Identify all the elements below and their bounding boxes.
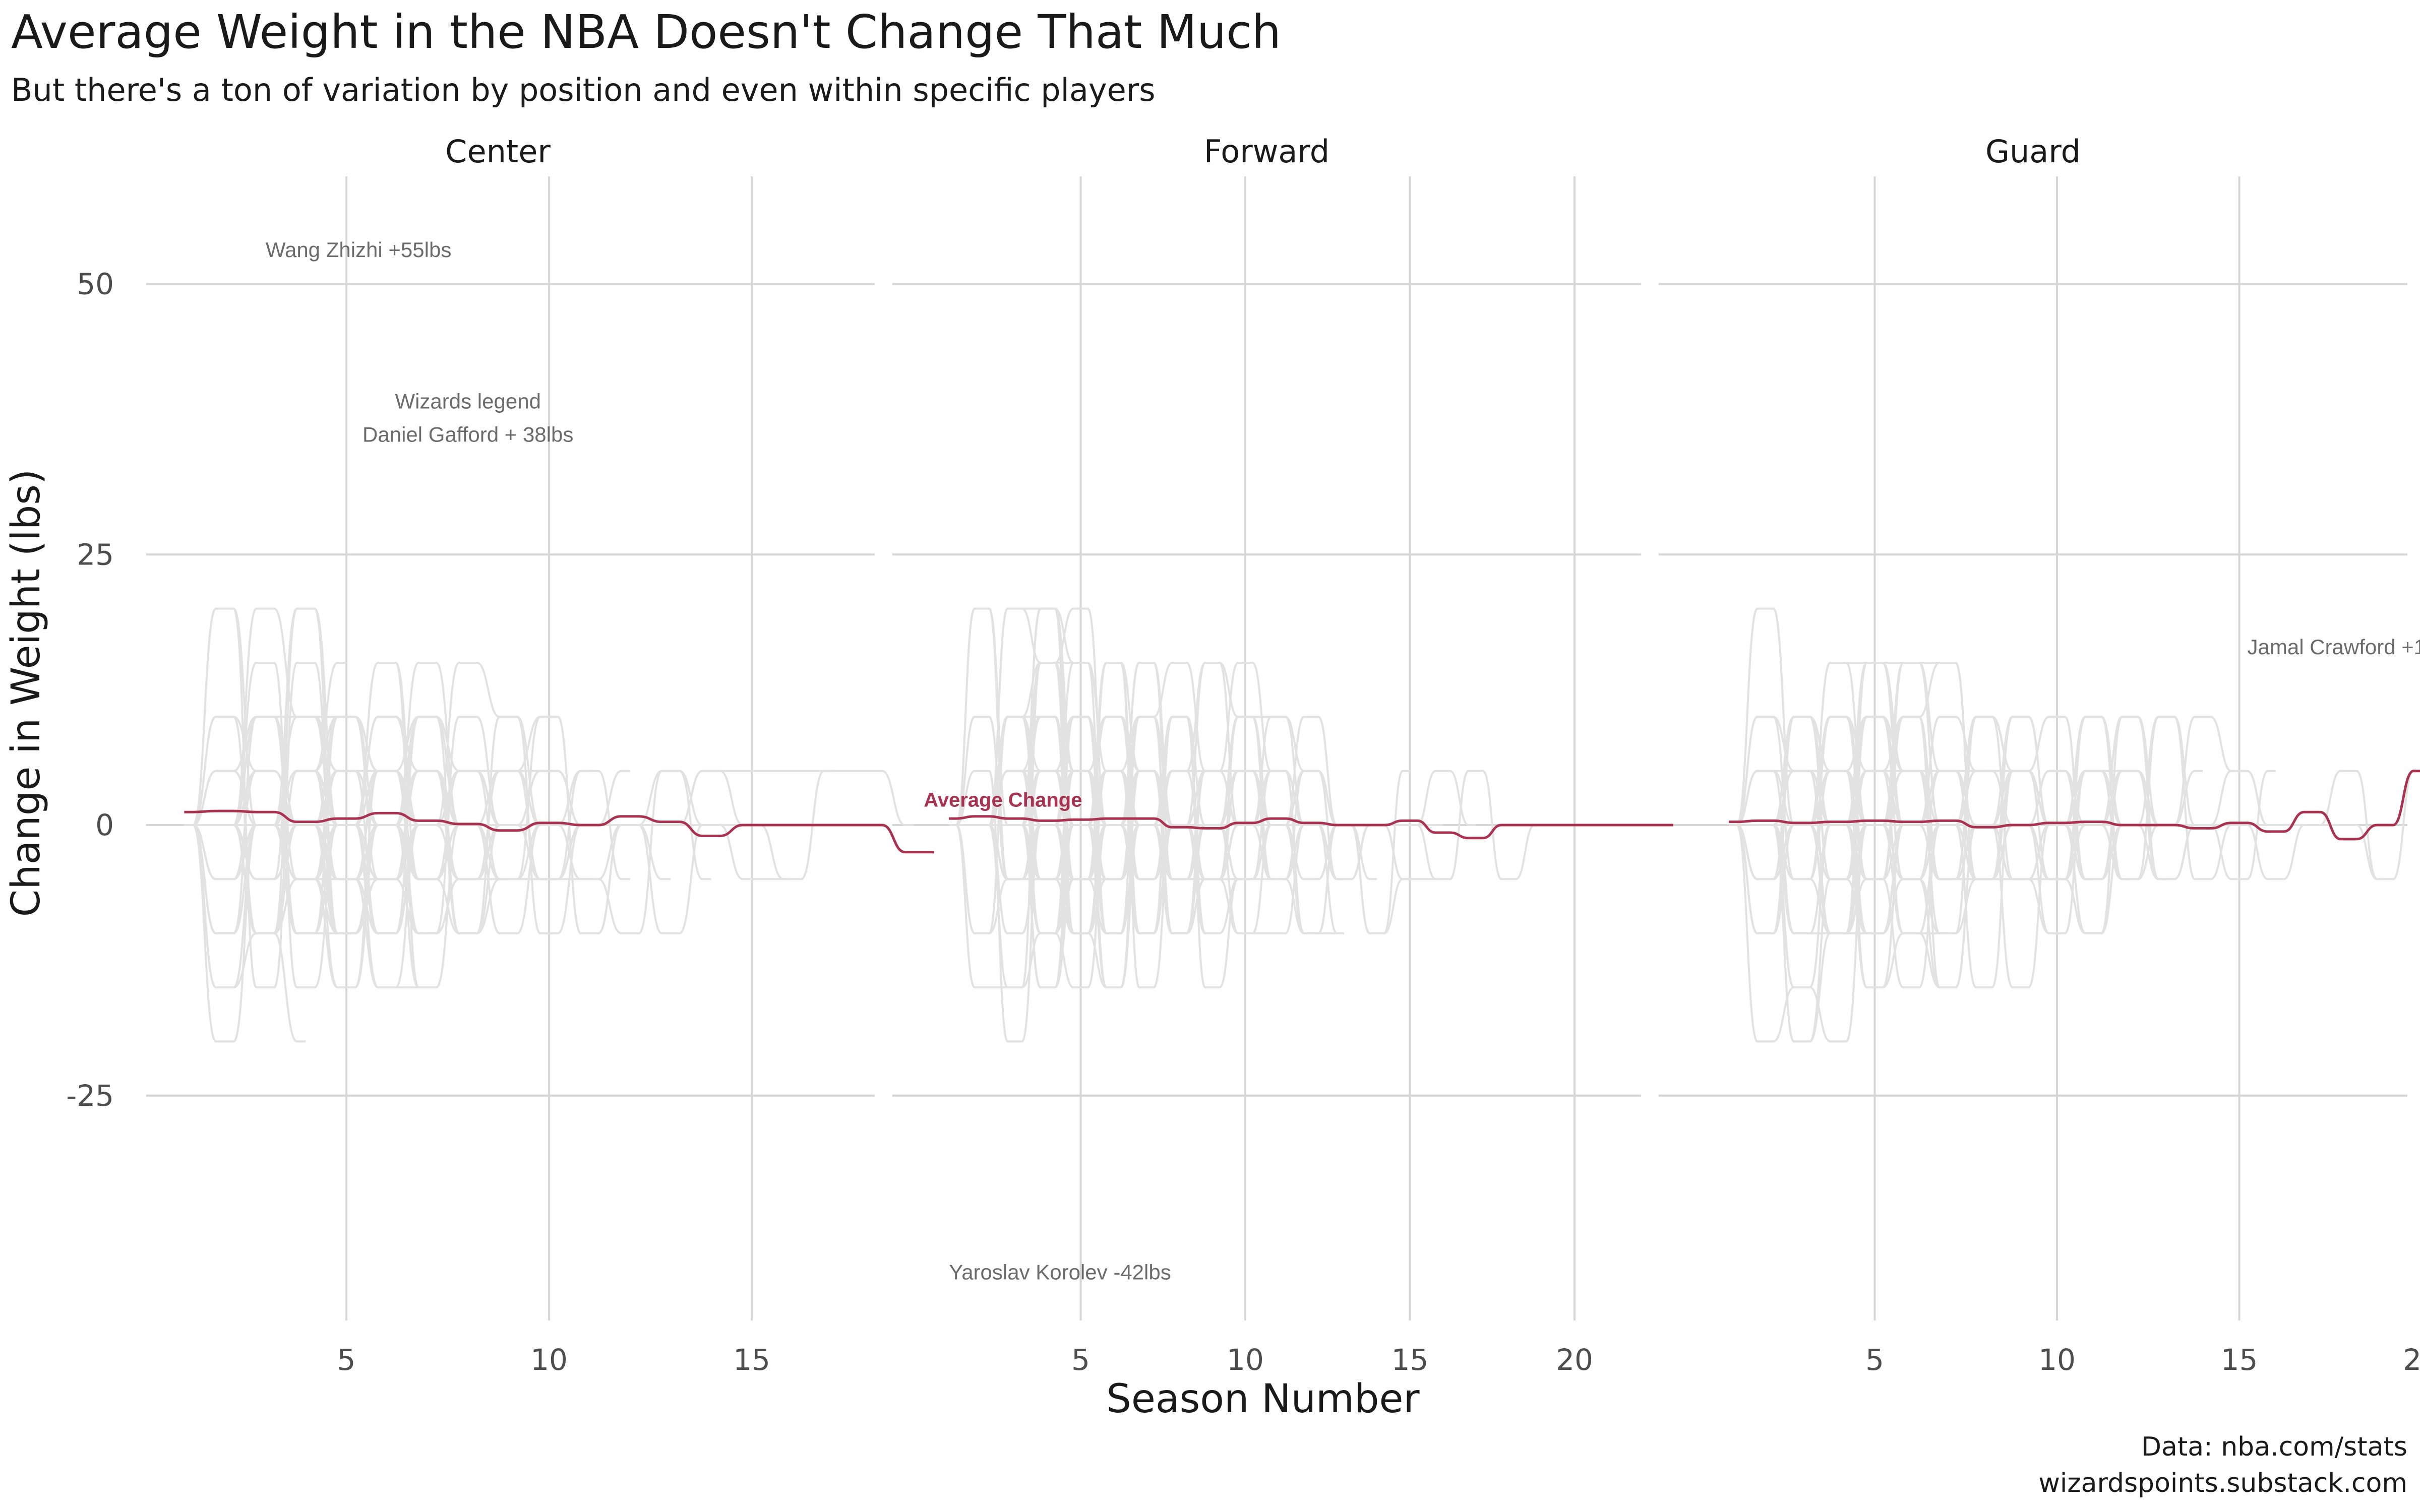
chart-subtitle: But there's a ton of variation by positi… xyxy=(11,72,1156,108)
x-tick-label: 10 xyxy=(530,1343,568,1377)
annotation-line: Average Change xyxy=(924,789,1082,811)
x-axis-title: Season Number xyxy=(1106,1376,1420,1422)
player-line xyxy=(1729,716,2166,988)
player-lines-center xyxy=(184,607,914,1043)
x-tick-label: 5 xyxy=(1865,1343,1884,1377)
x-tick-label: 10 xyxy=(2038,1343,2076,1377)
average-line-guard xyxy=(1729,770,2420,841)
x-tick-label: 10 xyxy=(1227,1343,1264,1377)
caption-url: wizardspoints.substack.com xyxy=(2038,1468,2407,1498)
annotation-line: Jamal Crawford +15lbs xyxy=(2248,635,2420,659)
caption-source: Data: nba.com/stats xyxy=(2141,1432,2407,1462)
annotation-line: Wang Zhizhi +55lbs xyxy=(266,238,451,262)
annotation-0-1: Wizards legend Daniel Gafford + 38lbs xyxy=(362,389,573,446)
player-line xyxy=(265,662,833,934)
annotation-1-0: Yaroslav Korolev -42lbs xyxy=(949,1261,1171,1284)
y-tick-label: 25 xyxy=(77,537,114,572)
x-tick-label: 15 xyxy=(2221,1343,2258,1377)
annotation-0-0: Wang Zhizhi +55lbs xyxy=(266,238,451,262)
annotation-line: Wizards legend xyxy=(395,389,540,413)
x-tick-label: 15 xyxy=(733,1343,770,1377)
y-tick-label: -25 xyxy=(66,1079,114,1113)
player-line xyxy=(265,770,509,934)
player-line xyxy=(949,824,1147,880)
y-axis-title: Change in Weight (lbs) xyxy=(4,469,49,917)
player-line xyxy=(1729,662,2240,934)
x-tick-label: 20 xyxy=(1556,1343,1593,1377)
player-line xyxy=(184,770,428,826)
player-line xyxy=(1801,662,2166,880)
player-line xyxy=(224,607,793,880)
x-tick-label: 15 xyxy=(1392,1343,1429,1377)
player-line xyxy=(184,607,428,988)
player-lines-forward xyxy=(949,607,1575,1043)
player-line xyxy=(265,770,590,934)
chart-title: Average Weight in the NBA Doesn't Change… xyxy=(11,5,1281,59)
facet-label-center: Center xyxy=(445,133,551,170)
y-tick-label: 50 xyxy=(77,267,114,301)
annotation-line: Yaroslav Korolev -42lbs xyxy=(949,1261,1171,1284)
x-tick-label: 5 xyxy=(337,1343,356,1377)
player-line xyxy=(949,662,1147,934)
player-line xyxy=(1014,607,1575,880)
player-lines-guard xyxy=(1729,607,2420,1043)
player-line xyxy=(1801,662,2094,934)
average-line-center xyxy=(184,809,934,854)
annotation-line: Daniel Gafford + 38lbs xyxy=(362,422,573,446)
player-line xyxy=(1729,607,2130,880)
average-change-label: Average Change xyxy=(924,789,1082,811)
annotation-2-0: Jamal Crawford +15lbs xyxy=(2248,635,2420,659)
player-line xyxy=(1801,716,2313,988)
panels-layer: 50 25 0 -25 Center 5 10 15 Wang Zhizhi +55lbs Wiz… xyxy=(66,133,2420,1377)
player-line xyxy=(265,770,590,934)
x-tick-label: 20 xyxy=(2403,1343,2420,1377)
player-line xyxy=(949,716,1410,1043)
player-line xyxy=(1765,770,2203,1043)
facet-label-forward: Forward xyxy=(1204,133,1329,170)
player-line xyxy=(1765,716,2313,934)
average-line-forward xyxy=(949,815,1673,840)
x-tick-label: 5 xyxy=(1071,1343,1090,1377)
facet-label-guard: Guard xyxy=(1985,133,2081,170)
player-line xyxy=(265,716,590,880)
y-tick-label: 0 xyxy=(95,808,114,842)
